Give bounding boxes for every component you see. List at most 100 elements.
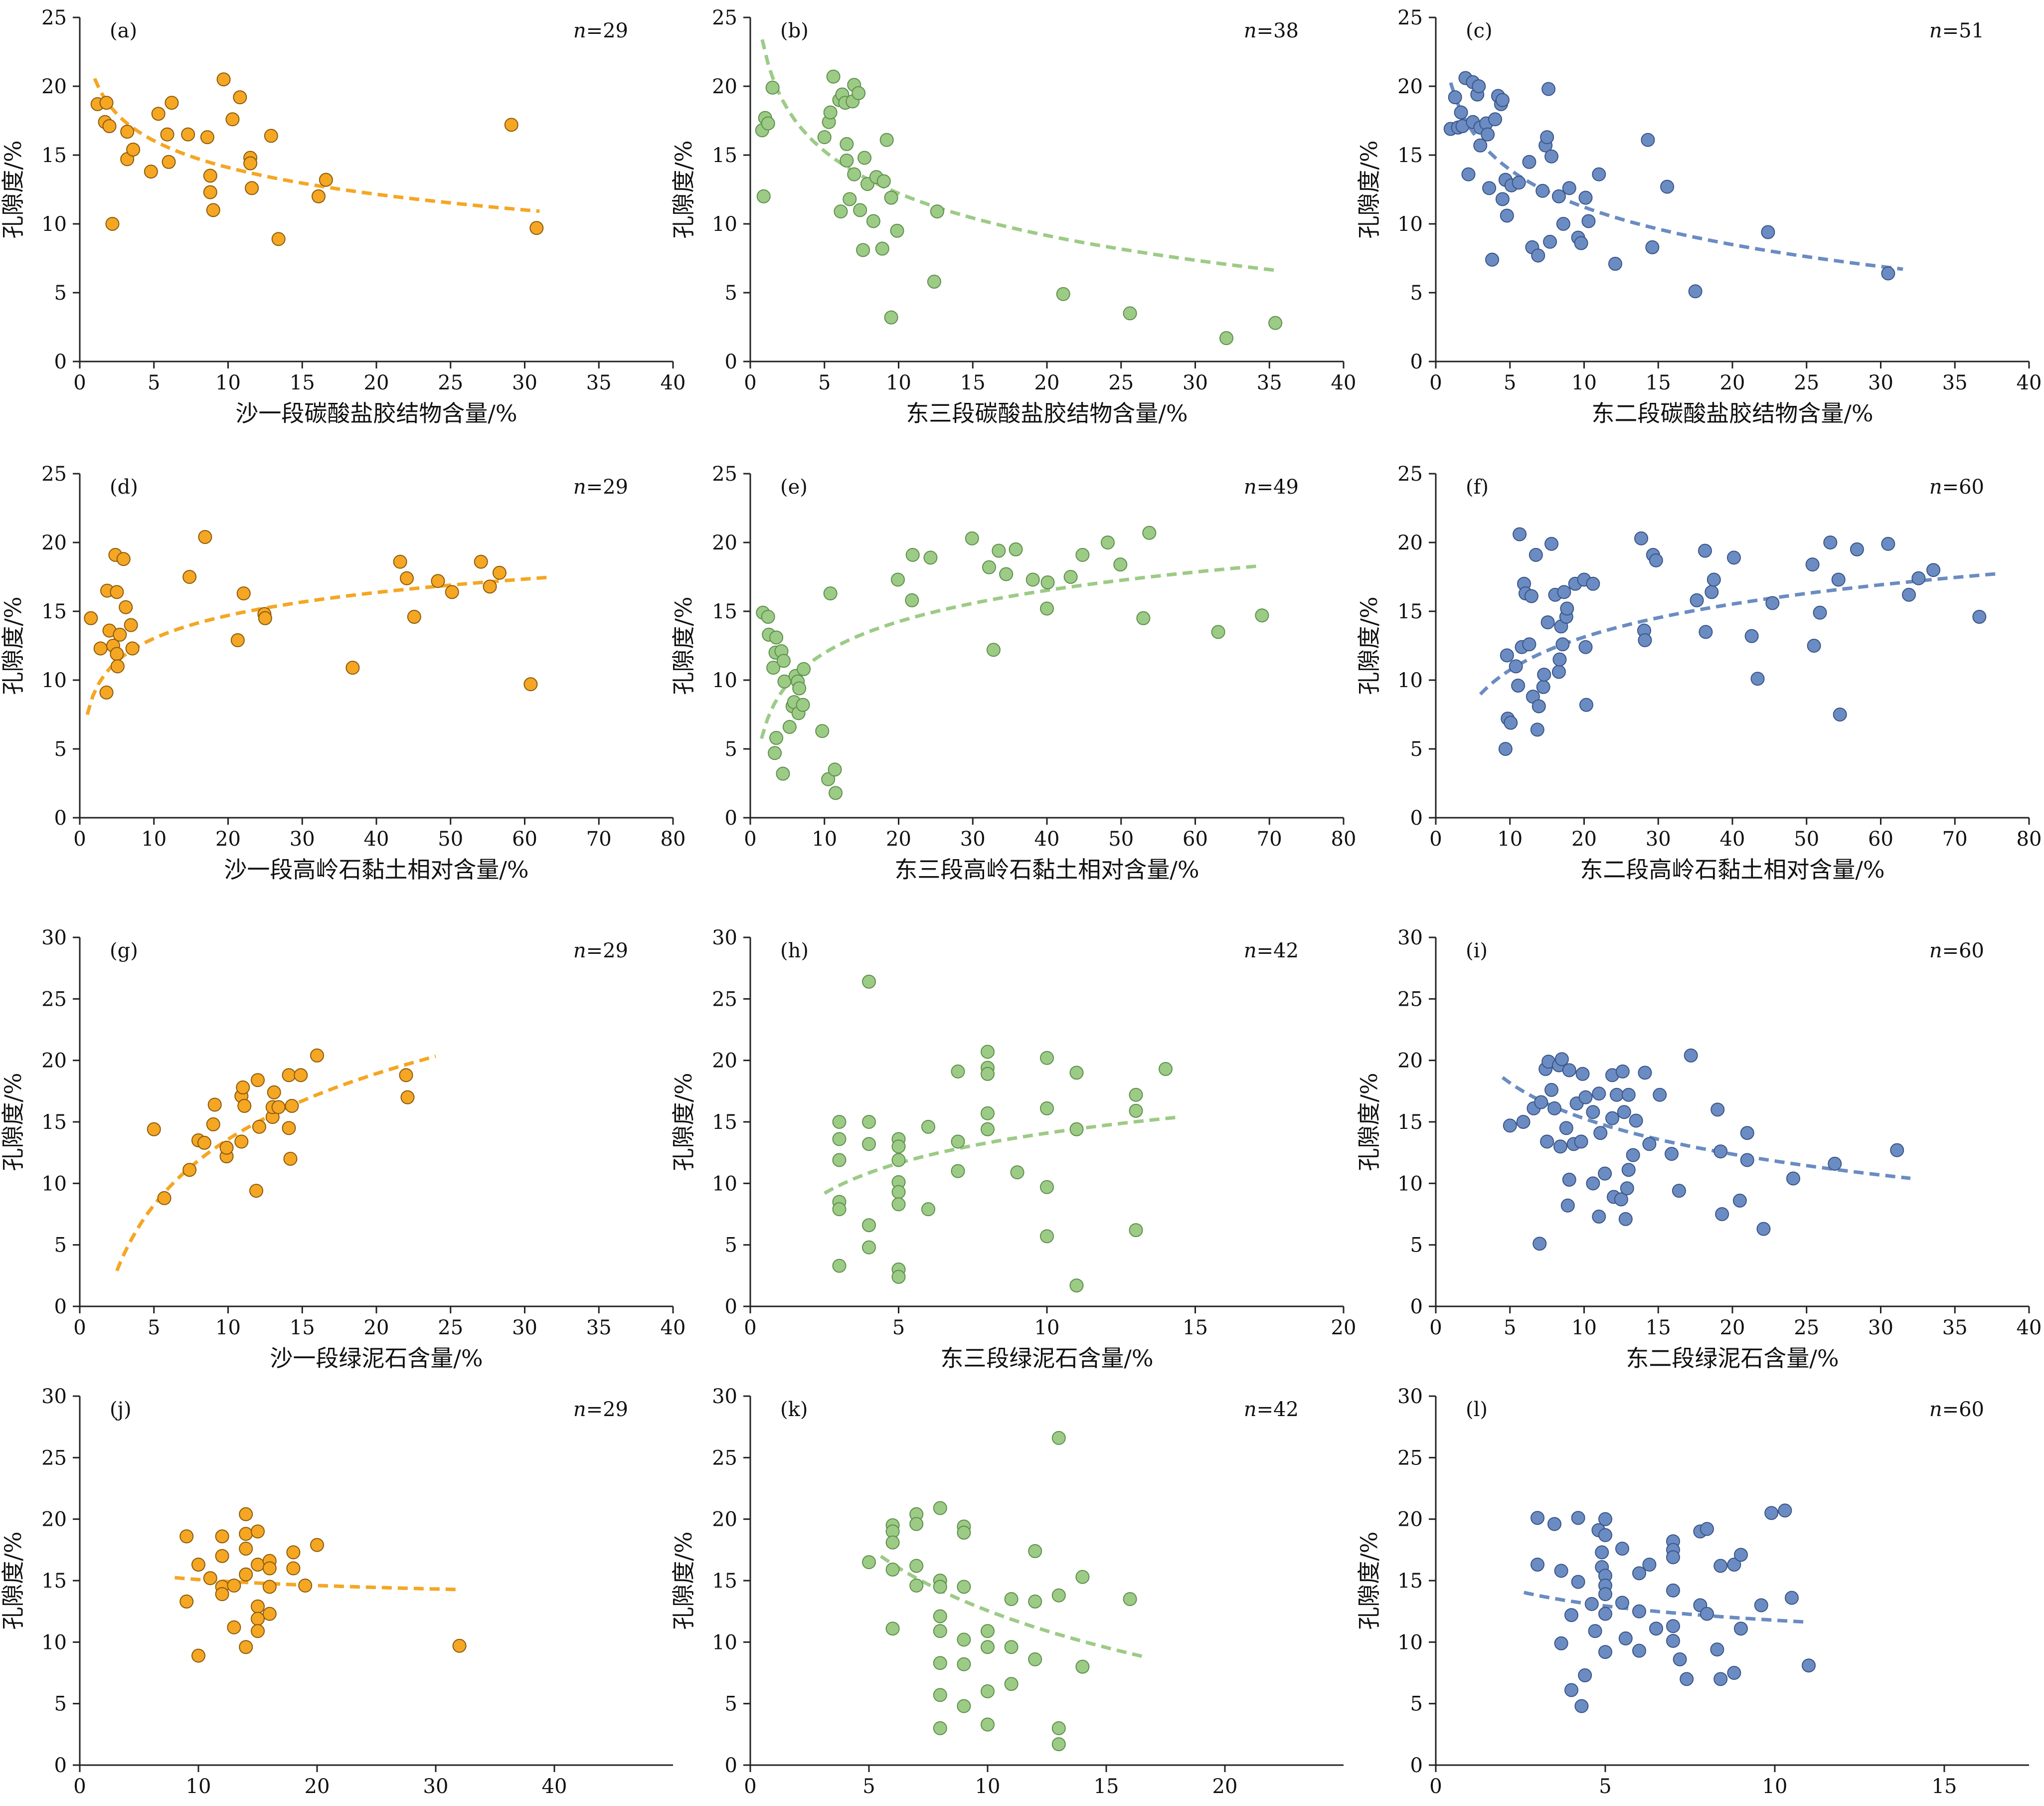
data-point: [1129, 1087, 1143, 1102]
data-point: [1750, 672, 1765, 686]
data-point: [237, 1098, 252, 1113]
data-point: [823, 586, 838, 601]
trend-line: [85, 575, 547, 716]
y-axis-title: 孔隙度/%: [0, 1531, 26, 1629]
sample-count-label: n=60: [1929, 939, 1984, 962]
y-tick-label: 20: [41, 1050, 67, 1073]
data-point: [1881, 266, 1895, 281]
data-point: [856, 243, 870, 257]
y-tick-label: 25: [712, 988, 737, 1011]
x-tick-label: 0: [1429, 828, 1442, 851]
x-tick-label: 35: [1257, 371, 1282, 394]
data-point: [1485, 252, 1500, 267]
y-tick-label: 10: [712, 213, 737, 236]
data-point: [529, 221, 544, 235]
y-tick-label: 15: [712, 144, 737, 167]
data-point: [1541, 82, 1556, 96]
data-point: [957, 1525, 971, 1540]
panel-f: 0 10 20 30 40 50 60 70 80 0 5 10 15 20 25 东二段高岭石黏土相对含量/…: [1356, 463, 2042, 883]
y-tick-label: 15: [712, 1570, 737, 1593]
x-tick-label: 10: [975, 1775, 1001, 1798]
data-point: [1595, 1545, 1609, 1560]
data-point: [1581, 214, 1596, 228]
data-point: [1688, 284, 1703, 299]
data-point: [345, 661, 360, 675]
data-point: [982, 560, 996, 574]
x-tick-label: 5: [862, 1775, 875, 1798]
y-tick-label: 5: [54, 1693, 67, 1716]
data-point: [1069, 1066, 1084, 1080]
x-tick-label: 40: [2017, 371, 2042, 394]
y-tick-label: 0: [54, 1754, 67, 1777]
x-tick-label: 35: [1942, 1316, 1968, 1339]
x-tick-label: 40: [1720, 828, 1745, 851]
data-point: [251, 1524, 265, 1539]
data-point: [1802, 1658, 1816, 1673]
data-point: [1562, 1063, 1576, 1078]
data-point: [1564, 1683, 1578, 1697]
y-tick-label: 20: [41, 1508, 67, 1531]
data-point: [110, 647, 124, 661]
y-tick-label: 20: [712, 532, 737, 554]
data-point: [1690, 593, 1704, 607]
data-point: [1040, 1229, 1054, 1244]
x-tick-label: 0: [73, 828, 86, 851]
y-tick-label: 30: [1397, 1385, 1423, 1408]
data-point: [1531, 248, 1545, 263]
data-point: [840, 154, 854, 168]
x-tick-label: 60: [512, 828, 537, 851]
x-tick-label: 25: [438, 371, 463, 394]
data-point: [1532, 699, 1546, 714]
data-point: [1785, 1591, 1799, 1605]
data-point: [251, 1073, 265, 1087]
data-point: [1626, 1148, 1640, 1162]
data-point: [1537, 667, 1551, 682]
data-point: [144, 165, 158, 179]
data-point: [1069, 1278, 1084, 1293]
x-tick-label: 50: [1108, 828, 1134, 851]
data-point: [1632, 1643, 1646, 1658]
data-point: [1028, 1594, 1042, 1609]
x-tick-label: 15: [290, 371, 315, 394]
data-point: [891, 1139, 906, 1154]
data-point: [891, 1197, 906, 1212]
data-point: [1902, 587, 1916, 602]
data-point: [1632, 1566, 1646, 1581]
data-point: [271, 232, 286, 246]
data-point: [198, 530, 212, 544]
data-point: [200, 130, 214, 145]
data-point: [933, 1688, 947, 1702]
data-point: [162, 155, 176, 169]
data-point: [262, 1607, 277, 1621]
data-point: [857, 151, 872, 165]
data-point: [862, 974, 876, 989]
data-point: [796, 698, 810, 712]
y-tick-label: 15: [712, 600, 737, 623]
data-point: [1531, 1557, 1544, 1572]
y-tick-label: 25: [712, 1446, 737, 1469]
data-point: [862, 1218, 876, 1233]
x-tick-label: 30: [290, 828, 315, 851]
x-tick-label: 10: [812, 828, 837, 851]
panel-label: (j): [110, 1398, 132, 1421]
y-tick-label: 15: [41, 1111, 67, 1134]
data-point: [1665, 1147, 1679, 1161]
panel-d: 0 10 20 30 40 50 60 70 80 0 5 10 15 20 25 沙一段高岭石黏土相对含量/…: [0, 463, 685, 883]
x-tick-label: 0: [744, 1316, 756, 1339]
data-point: [233, 90, 247, 105]
y-tick-label: 0: [54, 351, 67, 373]
data-point: [1556, 217, 1570, 231]
data-point: [1113, 557, 1128, 572]
x-tick-label: 70: [586, 828, 612, 851]
x-tick-label: 10: [1034, 1316, 1060, 1339]
x-tick-label: 25: [1108, 371, 1134, 394]
data-point: [843, 192, 857, 206]
x-tick-label: 15: [1094, 1775, 1119, 1798]
data-point: [1620, 1181, 1634, 1196]
data-point: [1544, 537, 1559, 551]
data-point: [239, 1567, 253, 1582]
x-axis-title: 东三段碳酸盐胶结物含量/%: [906, 400, 1188, 427]
x-tick-label: 15: [1183, 1316, 1208, 1339]
data-point: [1756, 1222, 1771, 1236]
y-tick-label: 5: [725, 738, 737, 761]
